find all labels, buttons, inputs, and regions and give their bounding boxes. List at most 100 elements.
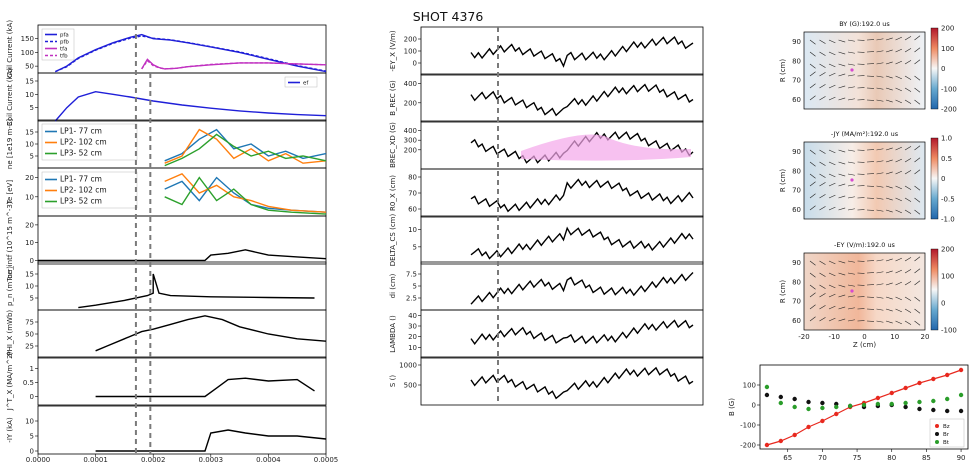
field-arrow: [904, 197, 912, 202]
field-arrow: [885, 296, 893, 300]
field-arrow: [876, 62, 884, 65]
series-line-pfb: [55, 35, 327, 73]
field-arrow: [904, 281, 912, 286]
panel-frame: [420, 215, 704, 265]
colorbar-tick-label: 200: [941, 25, 954, 33]
field-arrow: [819, 39, 826, 44]
ylabel: S (): [389, 375, 397, 387]
field-arrow: [828, 260, 836, 265]
middle-panel-0: 0 100 200 -EY_X (V/m): [389, 26, 704, 76]
field-arrow: [904, 158, 912, 163]
point-Bt: [764, 384, 770, 390]
field-arrow: [828, 63, 836, 68]
ylabel: ne [1e19 m-3]: [6, 119, 14, 169]
left-panel-7: 0 0.5 1 J^T_X (MA/m^2): [6, 351, 327, 411]
ytick-label: 90: [792, 38, 801, 46]
colorbar-tick-label: 100: [941, 45, 954, 53]
point-Bt: [903, 400, 908, 406]
panel-frame: [420, 73, 704, 123]
legend-label: LP2- 102 cm: [60, 186, 107, 195]
field-arrow: [876, 197, 884, 200]
signal-line: [470, 272, 694, 305]
map-title: -JY (MA/m²):192.0 us: [831, 130, 899, 138]
colorbar-tick-label: 200: [941, 246, 954, 254]
series-line-tfb: [141, 59, 327, 70]
point-Bz: [889, 390, 894, 396]
field-arrow: [847, 196, 855, 199]
ytick-label: 60: [792, 317, 801, 325]
map-title: BY (G):192.0 us: [839, 20, 890, 28]
field-arrow: [838, 294, 846, 298]
field-arrow: [809, 260, 816, 266]
ytick-label: 10: [25, 239, 34, 247]
xtick-label: 0.0002: [141, 456, 166, 463]
middle-panel-6: 10 20 30 40 LAMBDA (): [389, 309, 704, 359]
ytick-label: 100: [21, 49, 34, 57]
panel-frame: [420, 261, 704, 311]
field-arrow: [819, 149, 826, 154]
x-point-marker: [850, 289, 854, 293]
point-Br: [917, 406, 922, 412]
xtick-label: -10: [829, 333, 840, 341]
point-Bz: [764, 442, 770, 448]
ytick-label: 60: [792, 96, 801, 104]
map-1: -JY (MA/m²):192.0 us 60 70 80 90 R (cm) 1.0 0.5…: [779, 130, 955, 224]
ytick-label: 25: [25, 343, 34, 351]
field-arrow: [847, 149, 855, 152]
point-Bt: [778, 400, 783, 406]
x-point-marker: [850, 68, 854, 72]
field-arrow: [895, 75, 903, 80]
field-arrow: [885, 258, 893, 262]
ytick-label: 7.5: [406, 271, 417, 279]
point-Br: [945, 408, 950, 414]
field-arrow: [914, 157, 921, 163]
series-line-signal: [95, 315, 327, 352]
ytick-label: 1: [30, 365, 34, 373]
figure-title: SHOT 4376: [413, 9, 484, 24]
field-arrow: [876, 271, 884, 274]
field-arrow: [809, 161, 816, 167]
field-arrow: [828, 284, 836, 289]
xtick-label: 10: [890, 333, 899, 341]
ytick-label: 10: [25, 141, 34, 149]
point-Bz: [958, 367, 964, 373]
field-arrow: [885, 75, 893, 79]
ytick-label: 5: [30, 295, 34, 303]
field-arrow: [914, 268, 921, 274]
legend-label: pfb: [60, 40, 69, 46]
field-arrow: [914, 296, 921, 302]
point-Bz: [820, 418, 825, 424]
field-arrow: [847, 74, 855, 77]
field-arrow: [819, 293, 826, 298]
field-arrow: [809, 292, 816, 298]
field-arrow: [847, 260, 855, 263]
field-arrow: [819, 182, 826, 187]
ytick-label: 10: [25, 418, 34, 426]
field-arrow: [828, 51, 836, 56]
field-arrow: [847, 284, 855, 287]
ytick-label: 400: [404, 80, 417, 88]
ylabel: ne_intf (10^15 m^-3): [6, 201, 14, 278]
field-arrow: [819, 284, 826, 289]
ytick-label: 0: [30, 257, 34, 265]
xtick-label: 0.0001: [83, 456, 108, 463]
field-arrow: [819, 305, 826, 310]
field-arrow: [885, 87, 893, 91]
field-arrow: [809, 173, 816, 179]
field-arrow: [819, 161, 826, 166]
xlabel: Z (cm): [853, 341, 876, 349]
field-arrow: [885, 197, 893, 201]
field-arrow: [847, 39, 855, 42]
field-arrow: [895, 170, 903, 175]
panel-frame: [420, 356, 704, 406]
field-arrow: [914, 59, 921, 65]
map-field: [803, 31, 926, 110]
panel-frame: [420, 309, 704, 359]
field-arrow: [847, 51, 855, 54]
middle-panel-4: 5 10 DELTA_CS (cm): [389, 214, 704, 266]
field-arrow: [904, 170, 912, 175]
field-arrow: [895, 146, 903, 151]
legend-label: Bz: [943, 424, 950, 430]
field-arrow: [914, 169, 921, 175]
